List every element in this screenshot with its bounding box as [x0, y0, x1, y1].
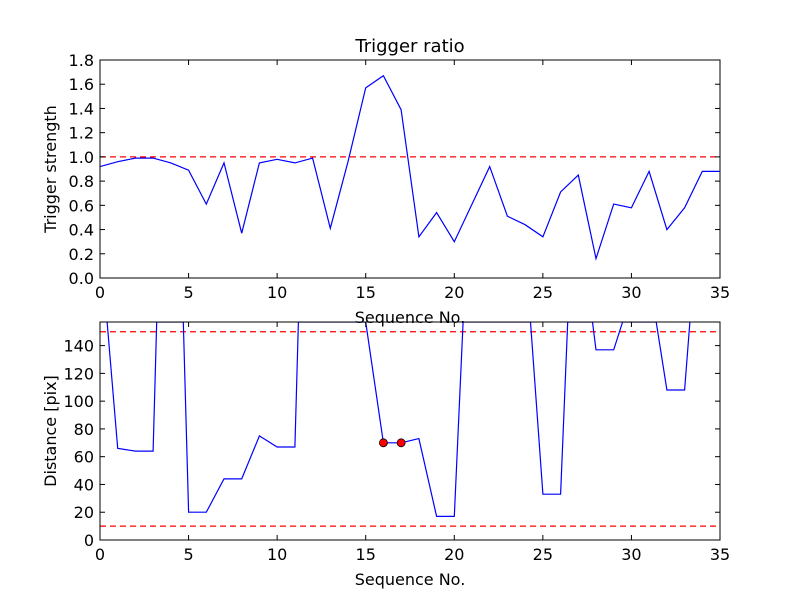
bottom-y-tick-label: 0 [84, 531, 94, 550]
top-y-tick-label: 1.2 [69, 124, 94, 143]
top-series-line-0 [100, 74, 720, 261]
top-y-ticks: 0.0 0.2 0.4 0.6 0.8 1.0 1.2 1.4 1.6 1.8 [69, 51, 720, 288]
top-x-tick-label: 0 [95, 283, 105, 302]
top-y-tick-label: 0.0 [69, 269, 94, 288]
bottom-axes-frame [99, 321, 721, 541]
bottom-y-tick-label: 80 [74, 420, 94, 439]
top-x-axis-label: Sequence No. [355, 308, 466, 327]
bottom-x-tick-label: 5 [183, 545, 193, 564]
bottom-y-tick-label: 20 [74, 503, 94, 522]
top-y-tick-label: 1.0 [69, 148, 94, 167]
top-x-tick-label: 35 [710, 283, 730, 302]
bottom-chart: 0 5 10 15 20 25 30 35 0 20 40 60 80 100 120 140 Sequence… [41, 321, 730, 589]
top-y-tick-label: 1.4 [69, 99, 94, 118]
bottom-x-tick-label: 20 [444, 545, 464, 564]
bottom-x-tick-label: 25 [533, 545, 553, 564]
top-x-tick-label: 15 [356, 283, 376, 302]
bottom-markers [379, 438, 406, 448]
bottom-marker-point-1 [396, 438, 406, 448]
bottom-y-axis-label: Distance [pix] [41, 375, 60, 487]
bottom-y-tick-label: 60 [74, 448, 94, 467]
top-y-tick-label: 0.2 [69, 245, 94, 264]
top-x-tick-label: 5 [183, 283, 193, 302]
bottom-series-line-0 [106, 322, 691, 518]
top-y-tick-label: 0.6 [69, 196, 94, 215]
bottom-x-tick-label: 30 [621, 545, 641, 564]
top-y-tick-label: 1.6 [69, 75, 94, 94]
top-x-tick-label: 20 [444, 283, 464, 302]
bottom-x-ticks: 0 5 10 15 20 25 30 35 [95, 322, 730, 564]
bottom-x-axis-label: Sequence No. [355, 570, 466, 589]
top-x-tick-label: 25 [533, 283, 553, 302]
bottom-y-tick-label: 140 [63, 337, 94, 356]
top-y-axis-label: Trigger strength [41, 105, 60, 234]
bottom-x-tick-label: 35 [710, 545, 730, 564]
bottom-x-tick-label: 0 [95, 545, 105, 564]
bottom-y-ticks: 0 20 40 60 80 100 120 140 [63, 337, 720, 550]
top-chart-title: Trigger ratio [354, 36, 464, 57]
bottom-y-tick-label: 100 [63, 392, 94, 411]
top-axes-frame [99, 59, 721, 279]
bottom-marker-point-0 [379, 438, 388, 448]
bottom-y-tick-label: 40 [74, 475, 94, 494]
bottom-y-tick-label: 120 [63, 364, 94, 383]
top-y-tick-label: 1.8 [69, 51, 94, 70]
top-y-tick-label: 0.4 [69, 221, 94, 240]
top-x-ticks: 0 5 10 15 20 25 30 35 [95, 60, 730, 302]
bottom-x-tick-label: 15 [356, 545, 376, 564]
top-x-tick-label: 10 [267, 283, 287, 302]
top-x-tick-label: 30 [621, 283, 641, 302]
bottom-x-tick-label: 10 [267, 545, 287, 564]
bottom-threshold-lines [100, 331, 720, 527]
top-y-tick-label: 0.8 [69, 172, 94, 191]
